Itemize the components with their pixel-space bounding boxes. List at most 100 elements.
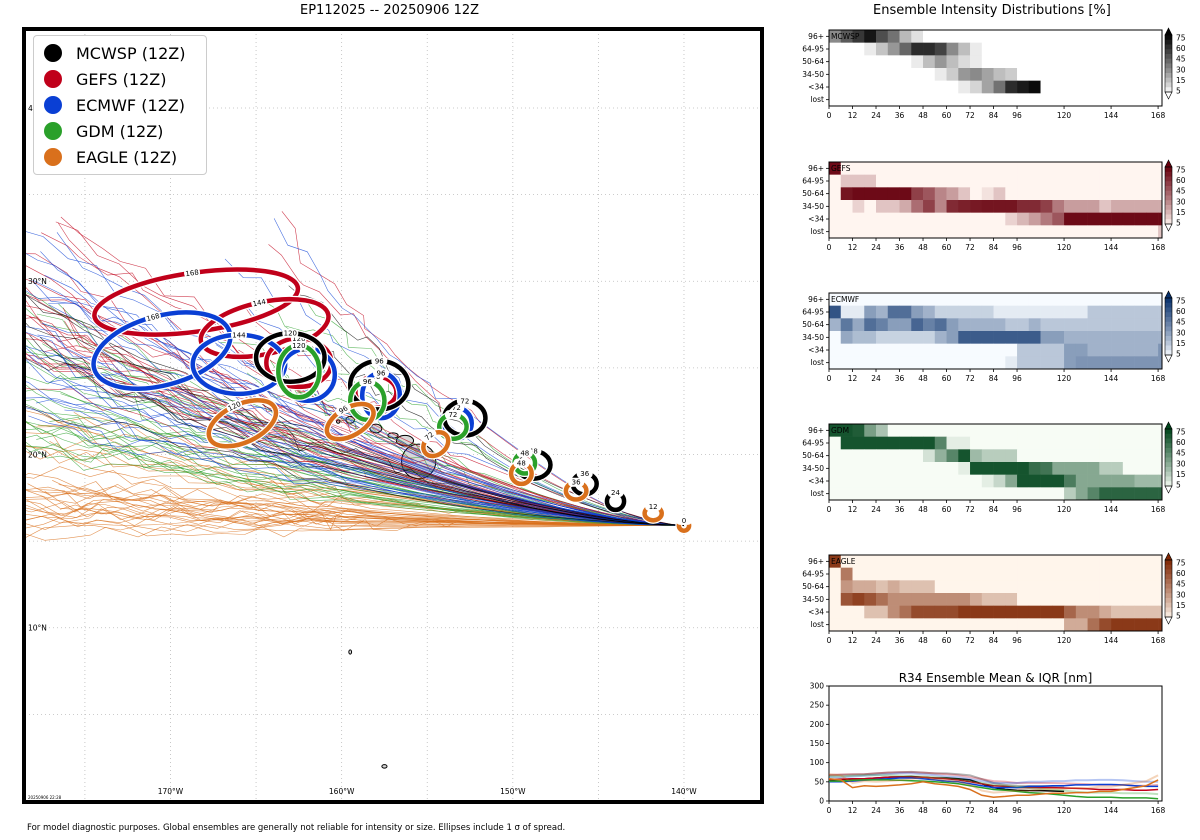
heatmap-cell: [899, 68, 912, 81]
legend-item-gdm: GDM (12Z): [44, 120, 163, 142]
legend-item-eagle: EAGLE (12Z): [44, 146, 177, 168]
ellipse-group: 72: [419, 428, 452, 460]
heatmap-cell: [1028, 436, 1041, 450]
heatmap-cell: [829, 593, 842, 606]
heatmap-cell: [993, 225, 1006, 239]
heatmap-cell: [981, 593, 994, 606]
heatmap-cell: [934, 293, 947, 306]
heatmap-cell: [1040, 593, 1053, 606]
colorbar-step: [1165, 607, 1172, 613]
heatmap-cell: [887, 593, 900, 606]
heatmap-cell: [1040, 55, 1053, 69]
heatmap-cell: [934, 80, 947, 94]
heatmap-cell: [899, 424, 912, 437]
heatmap-cell: [1017, 331, 1030, 344]
heatmap-cell: [958, 462, 971, 475]
heatmap-cell: [1111, 436, 1124, 450]
colorbar-step: [1165, 190, 1172, 196]
heatmap-cell: [981, 174, 994, 188]
heatmap-cell: [934, 449, 947, 463]
heatmap-cell: [1052, 487, 1065, 501]
heatmap-cell: [958, 55, 971, 69]
heatmap-cell: [887, 424, 900, 437]
heatmap-cell: [864, 567, 877, 581]
xtick-label: 168: [1151, 636, 1166, 645]
heatmap-cell: [1052, 42, 1065, 56]
heatmap-cell: [1122, 474, 1135, 488]
ytick-label: lost: [810, 358, 824, 367]
heatmap-cell: [1028, 162, 1041, 175]
heatmap-cell: [1146, 42, 1159, 56]
intensity-title: Ensemble Intensity Distributions [%]: [873, 3, 1111, 18]
colorbar-step: [1165, 317, 1172, 323]
track-map[interactable]: 1681441209616814412096721209672483624120…: [0, 0, 770, 820]
heatmap-cell: [1052, 436, 1065, 450]
heatmap-cell: [946, 567, 959, 581]
heatmap-cell: [923, 187, 936, 201]
heatmap-cell: [899, 187, 912, 201]
heatmap-cell: [958, 567, 971, 581]
heatmap-cell: [1099, 331, 1112, 344]
heatmap-cell: [970, 200, 983, 213]
heatmap-cell: [1075, 318, 1088, 332]
hour-label-bg: [371, 356, 388, 366]
ytick-label: 50-64: [802, 320, 824, 329]
track-line: [32, 279, 685, 526]
heatmap-cell: [1134, 68, 1147, 81]
colorbar-arrow-bottom: [1164, 91, 1173, 100]
heatmap-cell: [993, 212, 1006, 226]
heatmap-cell: [981, 424, 994, 437]
heatmap-cell: [981, 618, 994, 632]
ytick-label: 34-50: [802, 464, 824, 473]
colorbar-step: [1165, 602, 1172, 608]
colorbar-step: [1165, 181, 1172, 187]
heatmap-cell: [946, 225, 959, 239]
heatmap-cell: [1158, 212, 1163, 226]
heatmap-cell: [899, 42, 912, 56]
heatmap-cell: [970, 162, 983, 175]
hour-label-bg: [645, 501, 662, 511]
heatmap-cell: [899, 318, 912, 332]
r34-xtick-label: 0: [827, 806, 832, 815]
heatmap-cell: [946, 474, 959, 488]
heatmap-cell: [1099, 449, 1112, 463]
ytick-label: 50-64: [802, 582, 824, 591]
colorbar-step: [1165, 171, 1172, 177]
heatmap-cell: [911, 436, 924, 450]
heatmap-cell: [1134, 356, 1147, 370]
heatmap-cell: [981, 605, 994, 619]
lat-label: 20°N: [28, 450, 47, 459]
heatmap-cell: [1005, 436, 1018, 450]
heatmap-cell: [1134, 225, 1147, 239]
heatmap-cell: [1087, 487, 1100, 501]
heatmap-cell: [1099, 567, 1112, 581]
heatmap-cell: [981, 436, 994, 450]
heatmap-cell: [1052, 618, 1065, 632]
heatmap-cell: [923, 567, 936, 581]
ytick-label: <34: [808, 477, 824, 486]
heatmap-cell: [887, 93, 900, 107]
track-line: [25, 513, 685, 528]
heatmap-cell: [1146, 343, 1159, 357]
xtick-label: 48: [918, 374, 928, 383]
heatmap-cell: [1122, 200, 1135, 213]
heatmap-cell: [1064, 174, 1077, 188]
heatmap-cell: [1017, 174, 1030, 188]
heatmap-cell: [923, 555, 936, 568]
heatmap-cell: [1111, 567, 1124, 581]
heatmap-cell: [887, 605, 900, 619]
heatmap-cell: [1028, 605, 1041, 619]
heatmap-cell: [993, 424, 1006, 437]
ytick-label: 34-50: [802, 202, 824, 211]
heatmap-cell: [864, 618, 877, 632]
heatmap-cell: [993, 68, 1006, 81]
heatmap-cell: [887, 555, 900, 568]
heatmap-cell: [1064, 30, 1077, 43]
heatmap-cell: [970, 212, 983, 226]
heatmap-cell: [1122, 605, 1135, 619]
heatmap-cell: [1134, 593, 1147, 606]
heatmap-cell: [981, 449, 994, 463]
heatmap-cell: [840, 93, 853, 107]
heatmap-cell: [829, 474, 842, 488]
colorbar-frame: [1164, 428, 1173, 487]
